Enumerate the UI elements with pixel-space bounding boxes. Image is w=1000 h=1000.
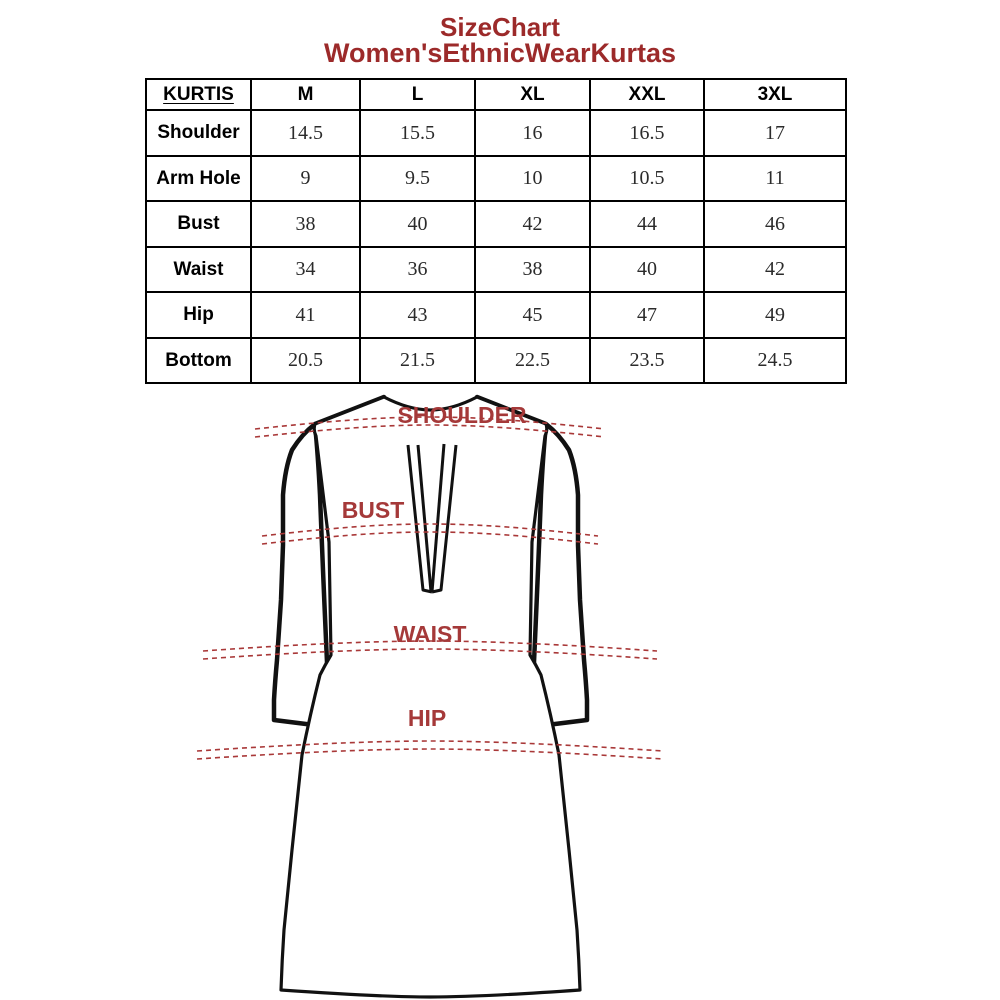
svg-text:SHOULDER: SHOULDER: [397, 402, 526, 428]
svg-text:WAIST: WAIST: [394, 621, 467, 647]
svg-text:HIP: HIP: [408, 705, 446, 731]
svg-text:BUST: BUST: [342, 497, 405, 523]
